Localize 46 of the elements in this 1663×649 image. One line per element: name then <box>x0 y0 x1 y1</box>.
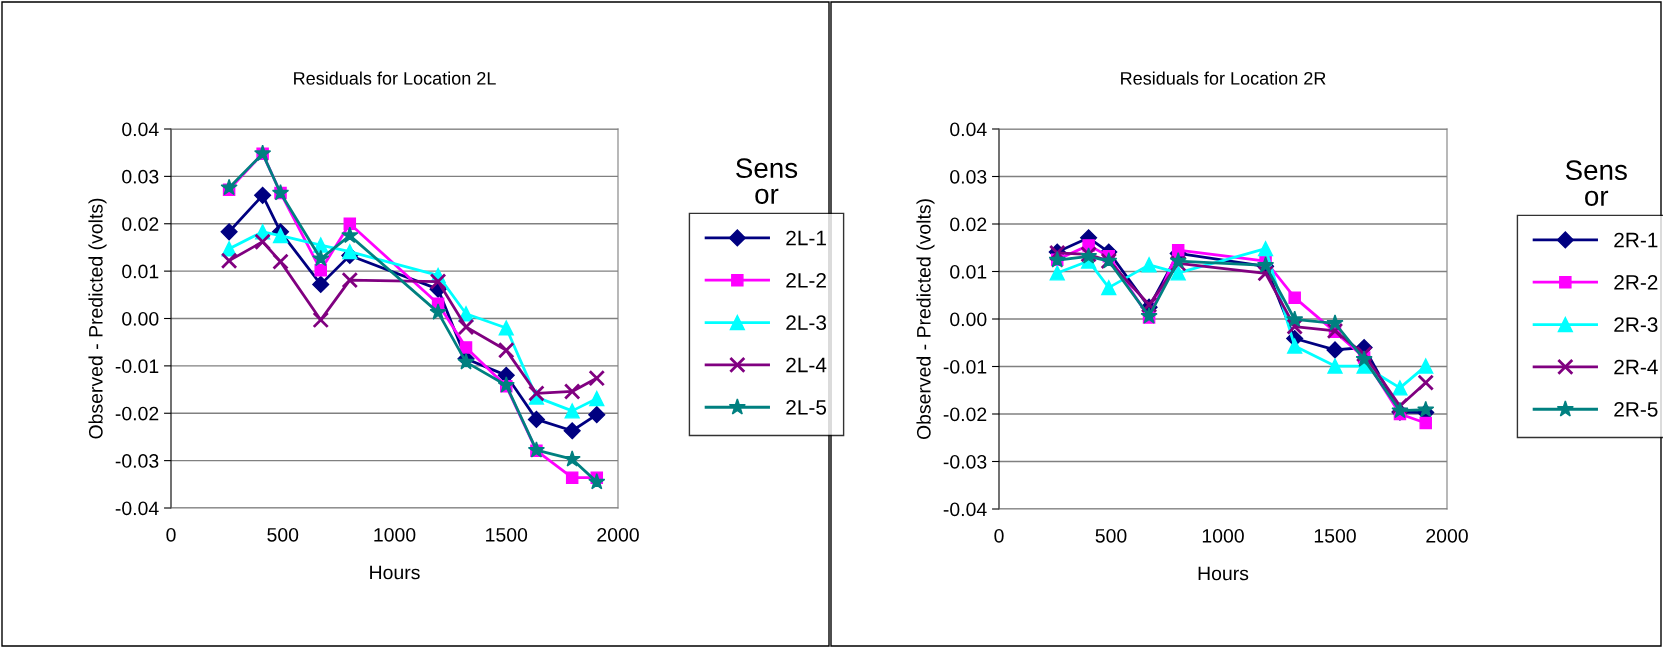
legend-label: 2L-5 <box>786 399 827 415</box>
chart-title: Residuals for Location 2R <box>1121 71 1326 85</box>
y-tick-label: -0.04 <box>943 502 987 517</box>
legend-title: Sens or <box>736 158 798 204</box>
legend-label: 2R-4 <box>1614 359 1658 375</box>
legend-label: 2L-1 <box>786 230 826 246</box>
y-tick-label: 0.04 <box>950 122 987 137</box>
x-tick-label: 1500 <box>486 527 528 542</box>
y-tick-label: -0.04 <box>115 501 159 516</box>
y-tick-label: 0.01 <box>122 264 159 279</box>
x-tick-label: 2000 <box>597 527 639 542</box>
x-tick-label: 500 <box>267 527 299 542</box>
y-tick-label: 0.02 <box>950 217 987 232</box>
y-tick-label: -0.03 <box>943 454 987 469</box>
x-tick-label: 1500 <box>1314 528 1356 543</box>
x-tick-label: 1000 <box>374 527 416 542</box>
y-tick-label: 0.01 <box>950 264 987 279</box>
y-tick-label: -0.03 <box>115 454 159 468</box>
y-tick-label: 0.00 <box>950 312 987 327</box>
chart-title: Residuals for Location 2L <box>294 71 496 85</box>
x-tick-label: 0 <box>994 528 1004 543</box>
legend-label: 2R-1 <box>1614 232 1658 248</box>
y-tick-label: -0.02 <box>115 406 159 421</box>
y-tick-label: 0.04 <box>122 122 159 137</box>
y-tick-label: 0.02 <box>122 217 159 231</box>
legend-label: 2R-5 <box>1614 401 1658 417</box>
y-tick-label: 0.03 <box>122 169 159 184</box>
y-axis-title: Observed - Predicted (volts) <box>916 199 935 440</box>
y-tick-label: 0.00 <box>122 311 159 326</box>
x-axis-title: Hours <box>370 565 420 580</box>
legend-label: 2L-2 <box>786 272 826 288</box>
y-axis-title: Observed - Predicted (volts) <box>88 198 107 439</box>
legend-title: Sens or <box>1565 160 1627 206</box>
y-tick-label: -0.01 <box>115 359 159 374</box>
x-axis-title: Hours <box>1198 566 1249 581</box>
y-tick-label: -0.01 <box>943 359 987 374</box>
legend-label: 2R-2 <box>1614 274 1658 290</box>
y-tick-label: 0.03 <box>950 169 987 184</box>
legend-label: 2R-3 <box>1614 317 1658 333</box>
x-tick-label: 500 <box>1095 528 1127 543</box>
x-tick-label: 0 <box>166 527 176 542</box>
legend-label: 2L-3 <box>786 315 827 331</box>
x-tick-label: 2000 <box>1426 528 1468 543</box>
legend-label: 2L-4 <box>786 357 827 373</box>
x-tick-label: 1000 <box>1202 528 1244 543</box>
y-tick-label: -0.02 <box>943 407 987 422</box>
